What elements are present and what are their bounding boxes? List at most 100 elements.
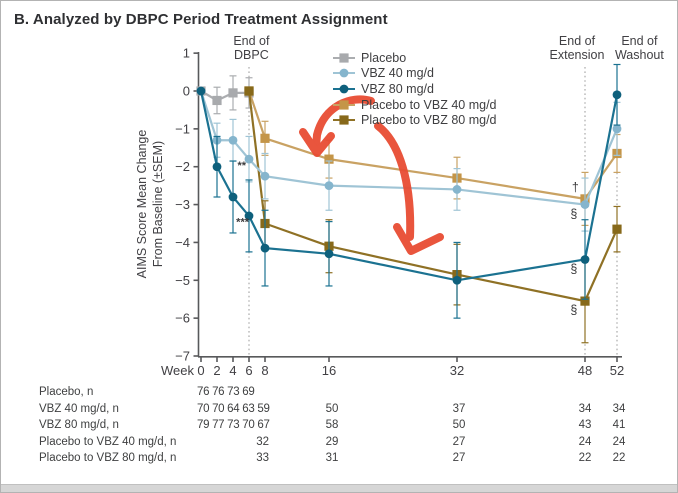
x-tick-label: 0 — [197, 363, 204, 378]
n-value: 29 — [325, 435, 339, 448]
legend-label: Placebo — [361, 50, 407, 65]
marker-vbz-80-mg-d-w32 — [452, 275, 462, 285]
red-arrow-0-head-icon — [299, 128, 335, 157]
red-annotation-arrows — [299, 95, 444, 255]
x-tick-label: 8 — [261, 363, 268, 378]
marker-vbz-40-mg-d-w8 — [260, 171, 270, 181]
n-table-row-placebo-to-vbz-40-mg-d-n: Placebo to VBZ 40 mg/d, n 32 29 27 24 24 — [1, 435, 677, 451]
n-values-early-weeks: 79 77 73 70 67 — [197, 419, 270, 432]
significance-annotation-1: *** — [236, 217, 250, 229]
n-value: 58 — [325, 419, 339, 432]
red-arrow-0-stem — [312, 95, 375, 151]
n-value-week8: 32 — [256, 435, 269, 448]
n-value: 50 — [452, 419, 466, 432]
n-table-row-placebo-to-vbz-80-mg-d-n: Placebo to VBZ 80 mg/d, n 33 31 27 22 22 — [1, 452, 677, 467]
y-tick-label: 0 — [183, 84, 190, 99]
n-row-label: VBZ 80 mg/d, n — [39, 419, 119, 432]
series-vbz-40-mg-d — [196, 86, 622, 232]
red-arrow-1-head-icon — [393, 223, 444, 255]
legend-item-vbz-40-mg-d: VBZ 40 mg/d — [332, 66, 497, 82]
marker-vbz-40-mg-d-w48 — [580, 200, 590, 209]
chart-svg: 10−1−2−3−4−5−6−70 2 4 6 8 16 32 48 52Week*****†§… — [161, 46, 624, 378]
legend-item-placebo: Placebo — [332, 50, 497, 66]
marker-vbz-40-mg-d-w32 — [452, 185, 462, 194]
significance-annotation-0: ** — [238, 160, 247, 172]
legend-label: Placebo to VBZ 40 mg/d — [361, 97, 497, 112]
n-value: 37 — [452, 402, 466, 415]
marker-vbz-80-mg-d-w4 — [228, 192, 238, 202]
n-value: 27 — [452, 435, 466, 448]
marker-vbz-80-mg-d-w48 — [580, 255, 590, 264]
y-tick-label: −7 — [175, 349, 190, 364]
y-tick-label: −6 — [175, 311, 190, 326]
n-values-early-weeks: 70 70 64 63 59 — [197, 402, 270, 415]
n-row-label: Placebo to VBZ 40 mg/d, n — [39, 435, 177, 448]
marker-placebo-to-vbz-80-mg-d-w48 — [580, 296, 590, 306]
n-table-row-vbz-40-mg-d-n: VBZ 40 mg/d, n 70 70 64 63 59 50 37 34 34 — [1, 402, 677, 418]
legend-label: Placebo to VBZ 80 mg/d — [361, 113, 497, 128]
n-row-label: VBZ 40 mg/d, n — [39, 402, 119, 415]
legend-marker-circle-icon — [333, 68, 355, 78]
marker-vbz-40-mg-d-w16 — [324, 181, 334, 191]
y-tick-label: −4 — [175, 235, 190, 250]
n-value: 50 — [325, 402, 339, 415]
significance-annotation-5: § — [570, 303, 577, 317]
legend-marker-square-icon — [333, 99, 355, 110]
end-of-dbpc-label: End of DBPC — [233, 34, 270, 62]
n-value: 27 — [452, 452, 466, 465]
legend: Placebo VBZ 40 mg/d VBZ 80 mg/d Placebo to … — [332, 50, 497, 128]
significance-annotation-4: § — [570, 262, 577, 276]
marker-vbz-80-mg-d-w52 — [612, 90, 622, 100]
y-tick-label: −2 — [175, 159, 190, 174]
marker-vbz-80-mg-d-w2 — [212, 162, 222, 172]
marker-vbz-80-mg-d-w6 — [244, 211, 254, 221]
n-value: 22 — [578, 452, 592, 465]
end-of-washout-label: End of Washout — [614, 34, 664, 62]
n-value: 24 — [578, 435, 592, 448]
axes — [193, 52, 622, 362]
n-table-row-vbz-80-mg-d-n: VBZ 80 mg/d, n 79 77 73 70 67 58 50 43 41 — [1, 419, 677, 434]
legend-label: VBZ 40 mg/d — [361, 66, 434, 81]
n-values-early-weeks: 76 76 73 69 — [197, 386, 255, 398]
x-tick-label: 16 — [322, 363, 336, 378]
marker-placebo-to-vbz-40-mg-d-w8 — [260, 133, 270, 143]
x-tick-label: 32 — [450, 363, 464, 378]
marker-placebo-w4 — [228, 88, 238, 98]
significance-annotation-3: § — [570, 207, 577, 221]
marker-vbz-80-mg-d-w0 — [196, 86, 206, 96]
n-row-label: Placebo, n — [39, 386, 94, 398]
n-value: 31 — [325, 452, 339, 465]
n-value: 43 — [578, 419, 592, 432]
x-tick-label: 48 — [578, 363, 592, 378]
x-tick-label: 4 — [229, 363, 236, 378]
marker-vbz-80-mg-d-w16 — [324, 249, 334, 259]
legend-item-placebo-to-vbz-80-mg-d: Placebo to VBZ 80 mg/d — [332, 112, 497, 128]
end-of-extension-label: End of Extension — [549, 34, 605, 62]
x-tick-label: 52 — [610, 363, 624, 378]
marker-vbz-40-mg-d-w6 — [244, 154, 254, 164]
window-bottom-edge — [1, 484, 677, 492]
marker-placebo-to-vbz-40-mg-d-w16 — [324, 154, 334, 164]
y-axis-label: AIMS Score Mean Change From Baseline (±S… — [135, 129, 165, 279]
x-tick-label: 6 — [245, 363, 252, 378]
legend-item-placebo-to-vbz-40-mg-d: Placebo to VBZ 40 mg/d — [332, 97, 497, 113]
x-axis-week-label: Week — [161, 363, 194, 378]
marker-placebo-to-vbz-80-mg-d-w52 — [612, 224, 622, 234]
page-title: B. Analyzed by DBPC Period Treatment Ass… — [14, 11, 388, 28]
marker-placebo-w2 — [212, 95, 222, 106]
series-vbz-80-mg-d — [196, 63, 622, 319]
x-tick-label: 2 — [213, 363, 220, 378]
n-table-row-placebo-n: Placebo, n 76 76 73 69 — [1, 386, 677, 401]
n-value: 41 — [612, 419, 626, 432]
n-row-label: Placebo to VBZ 80 mg/d, n — [39, 452, 177, 465]
significance-annotation-2: † — [572, 181, 579, 195]
n-value-week8: 33 — [256, 452, 269, 465]
legend-label: VBZ 80 mg/d — [361, 81, 434, 96]
y-tick-label: 1 — [183, 46, 190, 61]
y-tick-label: −3 — [175, 197, 190, 212]
marker-vbz-40-mg-d-w52 — [612, 124, 622, 134]
n-value: 24 — [612, 435, 626, 448]
n-value: 34 — [612, 402, 626, 415]
n-value: 22 — [612, 452, 626, 465]
